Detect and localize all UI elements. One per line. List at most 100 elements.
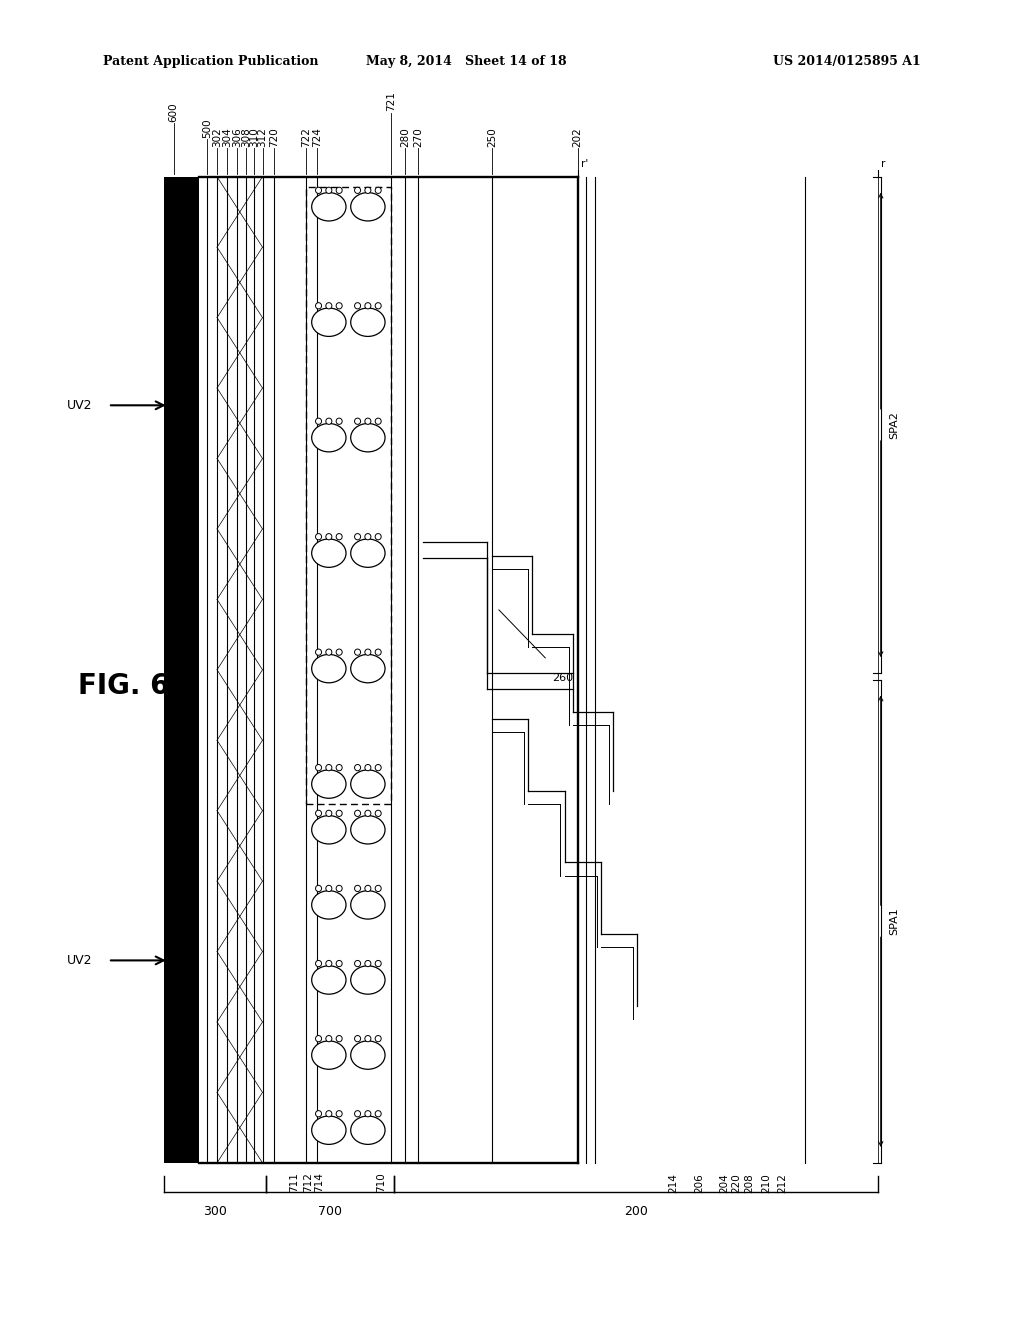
Text: FIG. 6C: FIG. 6C	[78, 672, 189, 700]
Ellipse shape	[336, 886, 342, 891]
Ellipse shape	[336, 187, 342, 194]
Ellipse shape	[336, 764, 342, 771]
Ellipse shape	[354, 302, 360, 309]
Ellipse shape	[326, 649, 332, 655]
Ellipse shape	[365, 886, 371, 891]
Ellipse shape	[315, 1035, 322, 1041]
Ellipse shape	[315, 886, 322, 891]
Ellipse shape	[365, 961, 371, 966]
Ellipse shape	[326, 1110, 332, 1117]
Ellipse shape	[375, 961, 381, 966]
Ellipse shape	[375, 187, 381, 194]
Ellipse shape	[350, 1041, 385, 1069]
Ellipse shape	[311, 655, 346, 682]
Ellipse shape	[315, 187, 322, 194]
Ellipse shape	[326, 961, 332, 966]
Text: 270: 270	[413, 127, 423, 147]
Text: 714: 714	[314, 1172, 324, 1192]
Ellipse shape	[365, 1035, 371, 1041]
Ellipse shape	[375, 1110, 381, 1117]
Ellipse shape	[375, 418, 381, 424]
Text: UV2: UV2	[68, 954, 93, 968]
Ellipse shape	[315, 810, 322, 817]
Ellipse shape	[336, 302, 342, 309]
Ellipse shape	[311, 770, 346, 799]
Ellipse shape	[350, 891, 385, 919]
Text: SPA2: SPA2	[889, 411, 899, 438]
Ellipse shape	[354, 961, 360, 966]
Text: 210: 210	[762, 1173, 771, 1193]
Text: 304: 304	[222, 127, 232, 147]
Ellipse shape	[315, 1110, 322, 1117]
Ellipse shape	[315, 418, 322, 424]
Ellipse shape	[350, 655, 385, 682]
Ellipse shape	[350, 1115, 385, 1144]
Text: 712: 712	[303, 1172, 313, 1192]
Ellipse shape	[375, 1035, 381, 1041]
Text: 306: 306	[232, 127, 243, 147]
Ellipse shape	[350, 966, 385, 994]
Ellipse shape	[336, 533, 342, 540]
Text: 212: 212	[777, 1173, 787, 1193]
Ellipse shape	[311, 193, 346, 220]
Ellipse shape	[315, 961, 322, 966]
Ellipse shape	[315, 649, 322, 655]
Ellipse shape	[311, 1115, 346, 1144]
Text: 700: 700	[317, 1205, 342, 1217]
Text: 711: 711	[289, 1172, 299, 1192]
Text: 206: 206	[694, 1173, 703, 1193]
Text: 214: 214	[669, 1173, 679, 1193]
Ellipse shape	[375, 886, 381, 891]
Ellipse shape	[354, 764, 360, 771]
Text: 500: 500	[202, 117, 212, 137]
Ellipse shape	[326, 886, 332, 891]
Text: 724: 724	[312, 127, 323, 147]
Text: 260: 260	[552, 673, 573, 682]
Text: 204: 204	[719, 1173, 729, 1193]
Ellipse shape	[311, 816, 346, 843]
Ellipse shape	[311, 308, 346, 337]
Ellipse shape	[365, 302, 371, 309]
Ellipse shape	[326, 1035, 332, 1041]
Ellipse shape	[326, 302, 332, 309]
Ellipse shape	[336, 810, 342, 817]
Text: 302: 302	[212, 127, 222, 147]
Ellipse shape	[365, 533, 371, 540]
Ellipse shape	[354, 886, 360, 891]
Ellipse shape	[336, 1110, 342, 1117]
Ellipse shape	[326, 810, 332, 817]
Ellipse shape	[375, 764, 381, 771]
Text: 250: 250	[486, 127, 497, 147]
Ellipse shape	[336, 418, 342, 424]
Ellipse shape	[326, 187, 332, 194]
Ellipse shape	[336, 1035, 342, 1041]
Ellipse shape	[350, 193, 385, 220]
Text: 600: 600	[169, 102, 178, 121]
Text: 720: 720	[268, 127, 279, 147]
Ellipse shape	[365, 1110, 371, 1117]
Ellipse shape	[311, 1041, 346, 1069]
Ellipse shape	[350, 424, 385, 451]
Text: 280: 280	[400, 127, 410, 147]
Ellipse shape	[326, 533, 332, 540]
Ellipse shape	[375, 649, 381, 655]
Text: r: r	[881, 158, 885, 169]
Ellipse shape	[365, 187, 371, 194]
Ellipse shape	[311, 424, 346, 451]
Ellipse shape	[365, 810, 371, 817]
Ellipse shape	[354, 1035, 360, 1041]
Ellipse shape	[354, 418, 360, 424]
Ellipse shape	[350, 816, 385, 843]
Ellipse shape	[326, 418, 332, 424]
Text: 312: 312	[257, 127, 267, 147]
Ellipse shape	[365, 649, 371, 655]
Ellipse shape	[354, 187, 360, 194]
Ellipse shape	[350, 308, 385, 337]
Ellipse shape	[375, 810, 381, 817]
Text: 308: 308	[242, 127, 251, 147]
Ellipse shape	[336, 649, 342, 655]
Ellipse shape	[365, 418, 371, 424]
Bar	[306, 187, 391, 804]
Text: SPA1: SPA1	[889, 907, 899, 935]
Text: UV2: UV2	[68, 399, 93, 412]
